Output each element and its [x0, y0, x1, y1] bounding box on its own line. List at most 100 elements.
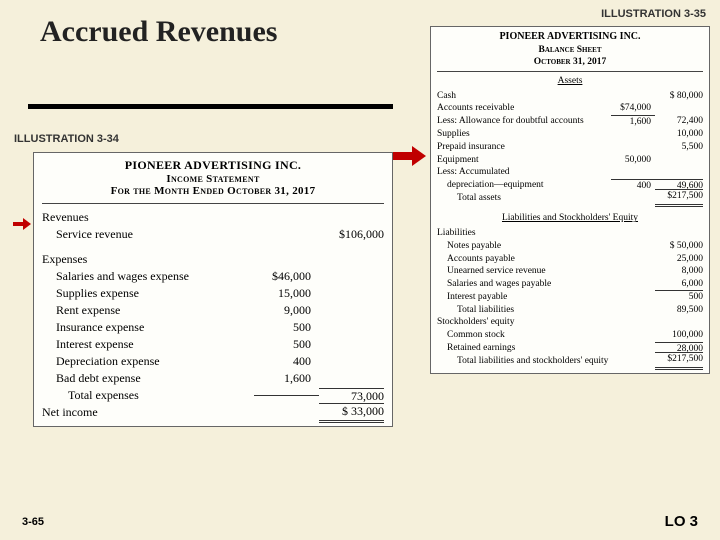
- equity-row: Common stock 100,000: [437, 329, 703, 342]
- total-liabilities-row: Total liabilities 89,500: [437, 303, 703, 316]
- total-liab-equity-row: Total liabilities and stockholders' equi…: [437, 355, 703, 368]
- label: Depreciation expense: [42, 354, 254, 369]
- amount: 6,000: [655, 278, 703, 290]
- label: Accounts receivable: [437, 102, 611, 114]
- net-income-row: Net income $ 33,000: [42, 404, 384, 421]
- amount: 500: [655, 290, 703, 303]
- label: Notes payable: [437, 240, 611, 252]
- amount: $74,000: [611, 102, 655, 114]
- amount: $ 33,000: [319, 403, 384, 423]
- amount: $ 50,000: [655, 240, 703, 252]
- expenses-heading: Expenses: [42, 251, 384, 268]
- asset-row: Supplies 10,000: [437, 128, 703, 141]
- income-company: PIONEER ADVERTISING INC.: [42, 158, 384, 173]
- amount: 5,500: [655, 141, 703, 153]
- balance-sheet: PIONEER ADVERTISING INC. Balance Sheet O…: [430, 26, 710, 374]
- liability-row: Notes payable $ 50,000: [437, 239, 703, 252]
- label: Expenses: [42, 252, 254, 267]
- amount: $106,000: [319, 227, 384, 242]
- income-statement-title: Income Statement: [42, 173, 384, 185]
- asset-row: Prepaid insurance 5,500: [437, 140, 703, 153]
- amount: 89,500: [655, 304, 703, 316]
- expense-row: Supplies expense 15,000: [42, 285, 384, 302]
- liability-row: Accounts payable 25,000: [437, 252, 703, 265]
- expense-row: Bad debt expense 1,600: [42, 370, 384, 387]
- label: Less: Allowance for doubtful accounts: [437, 115, 611, 127]
- expense-row: Rent expense 9,000: [42, 302, 384, 319]
- amount: 73,000: [319, 388, 384, 404]
- expense-row: Insurance expense 500: [42, 319, 384, 336]
- label: Total assets: [437, 192, 611, 204]
- amount: $46,000: [254, 269, 319, 284]
- amount: $217,500: [655, 352, 703, 369]
- total-expenses-row: Total expenses 73,000: [42, 387, 384, 404]
- label: Accounts payable: [437, 253, 611, 265]
- label: Total expenses: [42, 388, 254, 403]
- label: Unearned service revenue: [437, 265, 611, 277]
- asset-row: Equipment 50,000: [437, 153, 703, 166]
- label: depreciation—equipment: [437, 179, 611, 191]
- amount: 1,600: [254, 371, 319, 386]
- income-period: For the Month Ended October 31, 2017: [42, 185, 384, 197]
- asset-row: Less: Accumulated: [437, 166, 703, 179]
- slide-title: Accrued Revenues: [40, 15, 277, 49]
- arrow-icon: [390, 146, 426, 166]
- label: Salaries and wages payable: [437, 278, 611, 290]
- amount: 8,000: [655, 265, 703, 277]
- label: Total liabilities and stockholders' equi…: [437, 355, 611, 367]
- label: Rent expense: [42, 303, 254, 318]
- balance-company: PIONEER ADVERTISING INC.: [437, 31, 703, 44]
- label: Total liabilities: [437, 304, 611, 316]
- amount: $ 80,000: [655, 90, 703, 102]
- expense-row: Depreciation expense 400: [42, 353, 384, 370]
- liab-equity-heading: Liabilities and Stockholders' Equity: [437, 212, 703, 224]
- label: Prepaid insurance: [437, 141, 611, 153]
- amount: 72,400: [655, 115, 703, 127]
- label: Revenues: [42, 210, 254, 225]
- amount: 9,000: [254, 303, 319, 318]
- expense-row: Salaries and wages expense $46,000: [42, 268, 384, 285]
- amount: 50,000: [611, 154, 655, 166]
- page-number: 3-65: [22, 516, 44, 528]
- amount: $217,500: [655, 189, 703, 206]
- label: Less: Accumulated: [437, 166, 611, 178]
- label: Supplies expense: [42, 286, 254, 301]
- service-revenue-row: Service revenue $106,000: [42, 226, 384, 243]
- amount: 1,600: [611, 115, 655, 128]
- liability-row: Interest payable 500: [437, 291, 703, 304]
- divider: [42, 203, 384, 204]
- label: Equipment: [437, 154, 611, 166]
- label: Interest expense: [42, 337, 254, 352]
- liability-row: Unearned service revenue 8,000: [437, 265, 703, 278]
- label: Cash: [437, 90, 611, 102]
- label: Bad debt expense: [42, 371, 254, 386]
- illustration-label-right: ILLUSTRATION 3-35: [601, 8, 706, 20]
- label: Net income: [42, 405, 254, 420]
- label: Common stock: [437, 329, 611, 341]
- balance-statement-title: Balance Sheet: [437, 44, 703, 56]
- label: Insurance expense: [42, 320, 254, 335]
- title-underline: [28, 104, 393, 109]
- label: Service revenue: [42, 227, 254, 242]
- revenues-heading: Revenues: [42, 209, 384, 226]
- label: Stockholders' equity: [437, 316, 611, 328]
- liabilities-heading: Liabilities: [437, 227, 703, 240]
- amount: 100,000: [655, 329, 703, 341]
- amount: 500: [254, 337, 319, 352]
- income-statement: PIONEER ADVERTISING INC. Income Statemen…: [33, 152, 393, 427]
- illustration-label-left: ILLUSTRATION 3-34: [14, 133, 119, 145]
- learning-objective: LO 3: [665, 513, 698, 530]
- amount: 15,000: [254, 286, 319, 301]
- amount: 500: [254, 320, 319, 335]
- divider: [437, 71, 703, 72]
- amount: 10,000: [655, 128, 703, 140]
- expense-row: Interest expense 500: [42, 336, 384, 353]
- label: Liabilities: [437, 227, 611, 239]
- balance-date: October 31, 2017: [437, 56, 703, 68]
- amount: 25,000: [655, 253, 703, 265]
- amount: 400: [611, 179, 655, 192]
- label: Salaries and wages expense: [42, 269, 254, 284]
- arrow-icon-small: [13, 218, 33, 230]
- liability-row: Salaries and wages payable 6,000: [437, 278, 703, 291]
- asset-row: Cash $ 80,000: [437, 89, 703, 102]
